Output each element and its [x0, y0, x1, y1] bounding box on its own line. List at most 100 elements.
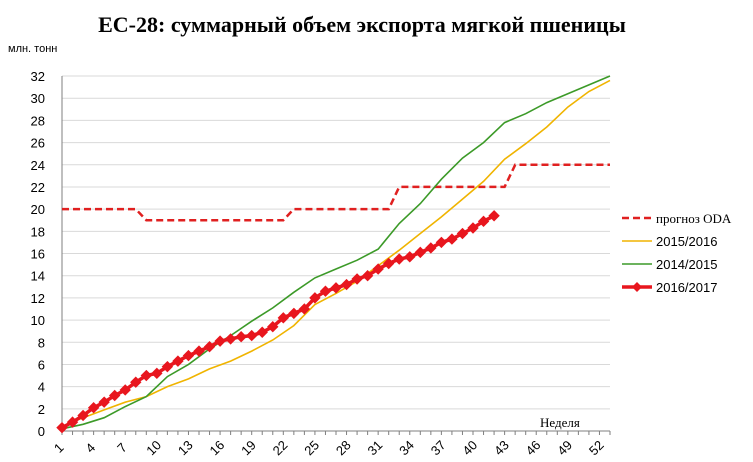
data-point: [235, 330, 247, 343]
data-point: [361, 269, 374, 282]
legend-item: 2014/2015: [622, 257, 717, 272]
data-point: [425, 242, 437, 254]
y-tick-label: 6: [38, 357, 45, 372]
series-line: [62, 163, 610, 222]
y-tick-label: 2: [38, 402, 45, 417]
data-point: [108, 389, 121, 402]
data-point: [98, 396, 110, 408]
x-tick-labels: 1 4 7 10 13 16 19 22 25 28 31 34 37 40 43 46 49 52: [51, 437, 607, 458]
data-point: [172, 355, 184, 367]
data-point: [130, 376, 142, 388]
x-tick-label: 10: [143, 437, 164, 458]
legend-label: 2016/2017: [656, 280, 717, 295]
chart-title: ЕС-28: суммарный объем экспорта мягкой п…: [98, 12, 626, 37]
x-tick-label: 25: [301, 437, 322, 458]
data-point: [382, 257, 395, 270]
series-line: [61, 75, 611, 430]
y-tick-label: 0: [38, 424, 45, 439]
data-point: [182, 349, 195, 362]
x-tick-label: 28: [333, 437, 354, 458]
series-1: [62, 163, 610, 222]
x-tick-label: 37: [428, 437, 449, 458]
y-tick-label: 10: [31, 313, 45, 328]
x-tick-label: 40: [459, 437, 480, 458]
data-point: [319, 285, 332, 297]
plot-series: [56, 75, 611, 434]
data-point: [456, 227, 469, 240]
data-point: [87, 401, 100, 414]
data-point: [488, 210, 500, 222]
gridlines: [62, 75, 610, 410]
data-point: [224, 333, 237, 345]
x-tick-label: 13: [175, 437, 196, 458]
x-tick-label: 19: [238, 437, 259, 458]
y-tick-label: 22: [31, 180, 45, 195]
legend-label: прогноз ODA: [656, 211, 732, 226]
x-tick-label: 52: [586, 437, 607, 458]
legend-item: 2015/2016: [622, 234, 717, 249]
legend-marker: [632, 282, 642, 292]
y-axis-label: млн. тонн: [8, 43, 57, 55]
x-tick-label: 7: [114, 440, 130, 456]
y-tick-label: 32: [31, 69, 45, 84]
data-point: [446, 233, 458, 245]
y-tick-label: 20: [31, 202, 45, 217]
legend: прогноз ODA 2015/2016 2014/2015 2016/2017: [622, 211, 732, 295]
data-point: [267, 321, 279, 333]
data-point: [119, 384, 131, 396]
y-tick-label: 12: [31, 291, 45, 306]
x-tick-label: 22: [270, 437, 291, 458]
data-point: [340, 278, 353, 291]
data-point: [393, 253, 405, 265]
legend-item: 2016/2017: [622, 280, 717, 295]
x-axis-label: Неделя: [540, 415, 580, 430]
y-tick-label: 30: [31, 91, 45, 106]
x-tick-label: 31: [365, 437, 386, 458]
data-point: [330, 282, 342, 294]
data-point: [309, 292, 321, 304]
data-point: [477, 215, 490, 228]
data-point: [203, 340, 216, 353]
x-tick-label: 46: [523, 437, 544, 458]
series-3: [61, 75, 611, 430]
x-tick-label: 16: [206, 437, 227, 458]
x-tick-label: 34: [396, 437, 417, 458]
data-point: [56, 421, 68, 434]
data-point: [404, 251, 416, 263]
y-tick-label: 24: [31, 158, 45, 173]
legend-label: 2014/2015: [656, 257, 717, 272]
x-tick-label: 49: [554, 437, 575, 458]
x-tick-label: 43: [491, 437, 512, 458]
data-point: [161, 360, 174, 373]
x-tick-label: 4: [83, 440, 99, 456]
data-point: [277, 312, 290, 324]
y-tick-label: 14: [31, 269, 45, 284]
data-point: [77, 409, 89, 422]
y-tick-label: 28: [31, 113, 45, 128]
series-4: [56, 210, 500, 434]
y-tick-label: 4: [38, 380, 45, 395]
data-point: [414, 246, 427, 259]
axes: [61, 76, 611, 435]
data-point: [245, 329, 258, 342]
y-tick-label: 16: [31, 247, 45, 262]
data-point: [193, 345, 205, 357]
legend-label: 2015/2016: [656, 234, 717, 249]
data-point: [288, 307, 300, 320]
y-tick-label: 18: [31, 224, 45, 239]
x-tick-label: 1: [51, 440, 67, 456]
data-point: [214, 335, 226, 347]
data-point: [435, 236, 448, 249]
data-point: [467, 222, 479, 234]
data-point: [298, 303, 311, 315]
legend-item: прогноз ODA: [622, 211, 732, 226]
y-tick-label: 26: [31, 136, 45, 151]
y-tick-label: 8: [38, 335, 45, 350]
data-point: [66, 416, 79, 428]
data-point: [140, 369, 153, 382]
data-point: [372, 263, 384, 275]
data-point: [351, 273, 363, 285]
data-point: [151, 367, 163, 380]
